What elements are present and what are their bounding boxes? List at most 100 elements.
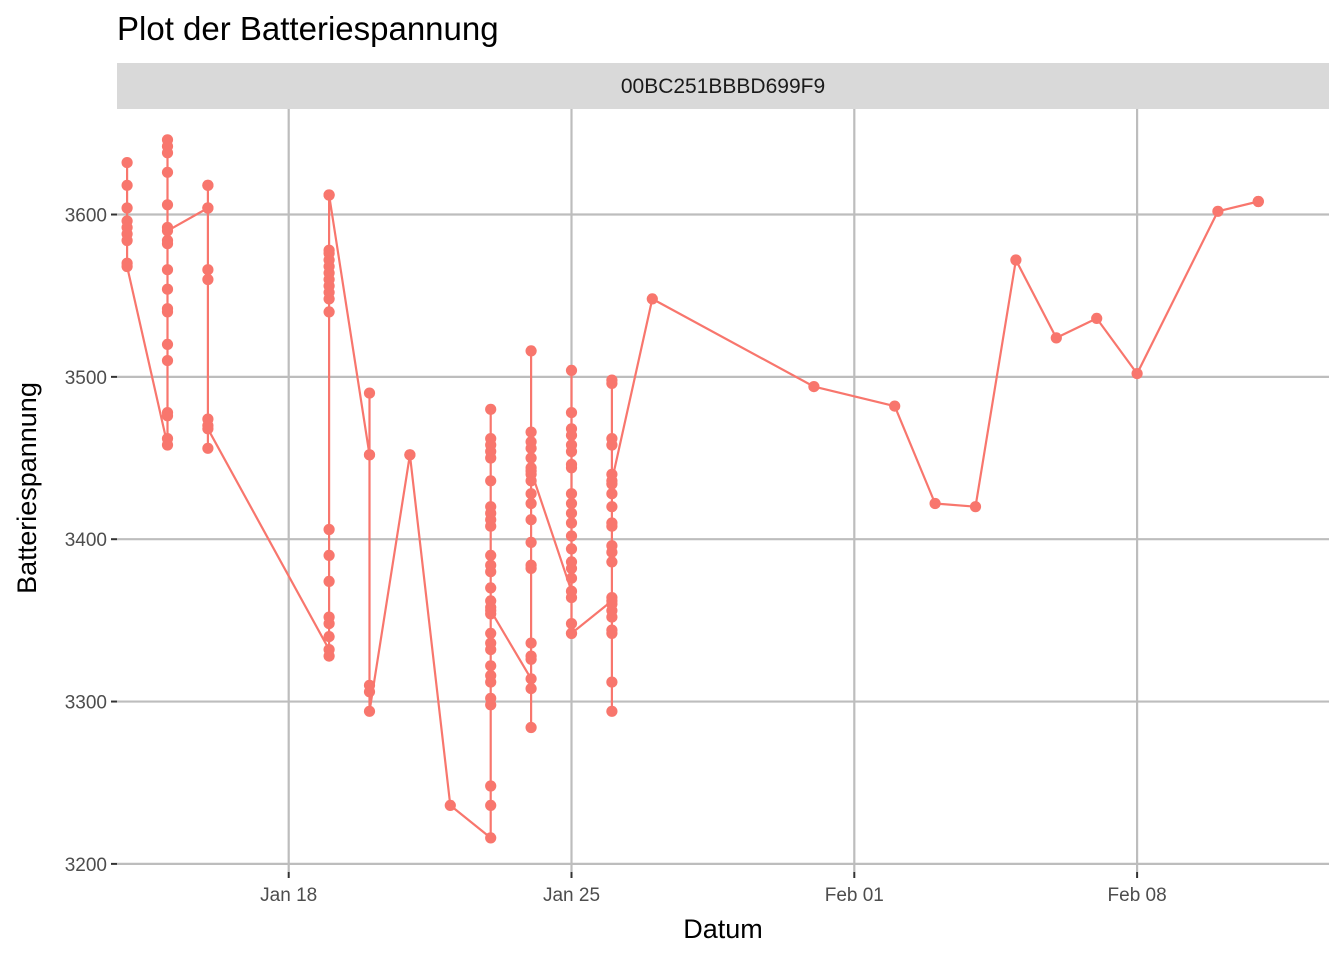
x-tick-label: Jan 18 <box>260 885 317 906</box>
data-point <box>929 497 941 510</box>
data-point <box>606 556 618 568</box>
data-point <box>202 273 214 286</box>
data-point <box>363 686 376 698</box>
data-point <box>565 556 578 568</box>
data-point <box>565 507 578 519</box>
data-point <box>202 423 214 435</box>
data-point <box>161 199 174 211</box>
grid-lines <box>117 109 1329 872</box>
data-point <box>565 423 578 435</box>
y-tick-label: 3400 <box>65 530 107 551</box>
y-tick-label: 3300 <box>65 693 107 714</box>
data-point <box>485 605 497 617</box>
data-point <box>525 514 537 526</box>
data-point <box>323 306 335 318</box>
data-point <box>202 442 214 454</box>
data-point <box>565 497 578 510</box>
data-point <box>606 475 618 487</box>
data-point <box>121 179 133 191</box>
data-point <box>485 832 497 844</box>
data-point <box>565 618 578 630</box>
data-point <box>485 559 497 571</box>
data-point <box>565 627 578 640</box>
data-point <box>1091 312 1103 324</box>
data-point <box>606 488 618 500</box>
data-point <box>525 497 537 510</box>
data-point <box>606 433 618 445</box>
data-point <box>606 676 618 688</box>
data-point <box>202 202 214 214</box>
data-point <box>606 540 618 552</box>
data-point <box>1131 368 1143 380</box>
data-point <box>808 381 820 393</box>
data-point <box>565 439 578 451</box>
data-point <box>525 559 537 571</box>
data-point <box>161 407 174 419</box>
data-point <box>121 234 133 247</box>
data-point <box>606 624 618 636</box>
data-point <box>323 189 335 201</box>
data-points <box>121 134 1264 844</box>
data-point <box>485 582 497 594</box>
data-point <box>161 225 174 237</box>
data-point <box>202 264 214 276</box>
data-point <box>565 592 578 604</box>
data-point <box>565 458 578 471</box>
data-point <box>525 436 537 448</box>
data-point <box>161 283 174 295</box>
data-point <box>485 403 497 415</box>
data-point <box>525 721 537 734</box>
data-point <box>161 234 174 247</box>
data-point <box>646 293 658 305</box>
data-point <box>606 501 618 513</box>
data-point <box>323 631 335 643</box>
data-point <box>525 673 537 685</box>
chart-title: Plot der Batteriespannung <box>117 10 499 47</box>
data-point <box>1252 195 1264 208</box>
data-point <box>323 611 335 623</box>
x-tick-label: Feb 01 <box>825 885 884 906</box>
data-point <box>565 517 578 529</box>
y-tick-label: 3200 <box>65 855 107 876</box>
data-point <box>161 264 174 276</box>
data-point <box>323 549 335 562</box>
data-point <box>606 374 618 386</box>
data-point <box>161 166 174 178</box>
data-point <box>525 488 537 500</box>
data-point <box>444 799 456 812</box>
data-point <box>323 575 335 588</box>
data-point <box>363 705 376 717</box>
data-point <box>525 465 537 477</box>
data-point <box>565 543 578 555</box>
data-point <box>606 517 618 529</box>
data-point <box>161 303 174 315</box>
data-point <box>1050 332 1062 344</box>
data-point <box>525 637 537 649</box>
data-point <box>485 627 497 640</box>
data-point <box>121 260 133 273</box>
data-point <box>1212 205 1224 217</box>
data-point <box>202 179 214 191</box>
y-tick-label: 3500 <box>65 368 107 389</box>
data-point <box>969 501 982 513</box>
data-point <box>606 592 618 604</box>
data-point <box>323 650 335 662</box>
data-point <box>525 452 537 464</box>
data-point <box>121 202 133 214</box>
data-point <box>485 549 497 562</box>
axes: 3200 3300 3400 3500 3600 Jan 18 Jan 25 Feb 01 Fe… <box>65 206 1167 906</box>
data-point <box>606 705 618 717</box>
data-point <box>121 157 133 169</box>
data-point <box>161 433 174 445</box>
data-point <box>1010 254 1022 266</box>
data-point <box>485 780 497 792</box>
data-point <box>161 338 174 350</box>
data-point <box>565 364 578 376</box>
data-point <box>161 134 174 146</box>
x-tick-label: Jan 25 <box>543 885 600 906</box>
data-point <box>485 637 497 649</box>
x-axis-title: Datum <box>683 914 763 944</box>
data-point <box>363 449 376 461</box>
data-point <box>485 799 497 812</box>
data-point <box>404 449 416 461</box>
